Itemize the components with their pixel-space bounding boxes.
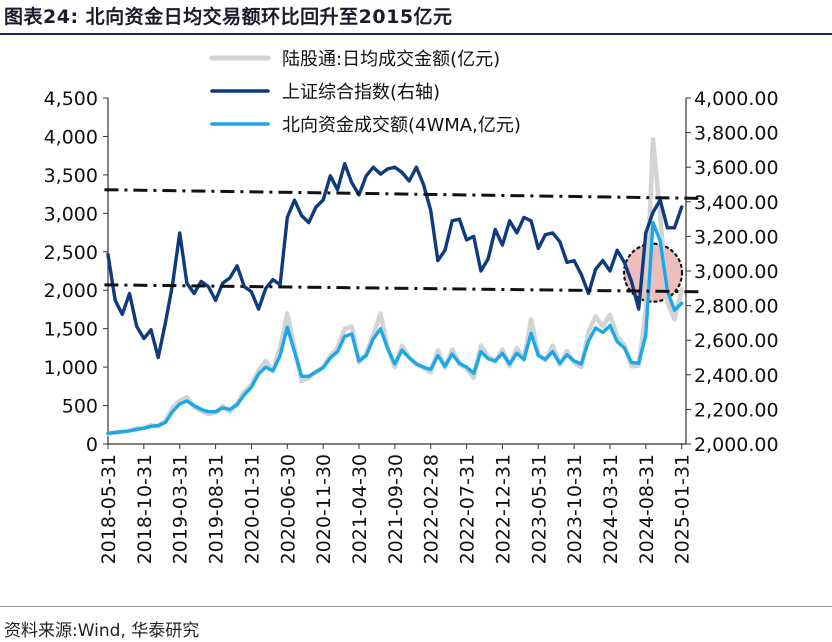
right-tick-label: 3,400.00 bbox=[694, 192, 779, 214]
x-axis: 2018-05-31 2018-10-31 2019-03-31 2019-08-31… bbox=[98, 444, 694, 564]
x-tick-label: 2019-03-31 bbox=[170, 454, 192, 564]
trend-line-2 bbox=[104, 283, 700, 294]
right-tick-label: 2,600.00 bbox=[694, 330, 779, 352]
plot-frame bbox=[107, 98, 687, 445]
left-tick-label: 1,000 bbox=[44, 357, 98, 379]
source-note: 资料来源:Wind, 华泰研究 bbox=[4, 621, 200, 641]
left-tick-label: 3,500 bbox=[44, 165, 98, 187]
x-tick-label: 2020-06-30 bbox=[277, 454, 299, 564]
right-tick-label: 2,800.00 bbox=[694, 296, 779, 318]
right-tick-label: 2,200.00 bbox=[694, 399, 779, 421]
x-tick-label: 2021-09-30 bbox=[385, 454, 407, 564]
right-tick-label: 2,000.00 bbox=[694, 434, 779, 456]
footer-divider bbox=[0, 606, 832, 607]
x-tick-label: 2023-05-31 bbox=[528, 454, 550, 564]
chart: 0 500 1,000 1,500 2,000 2,500 3,000 3,500 4,000 4… bbox=[43, 46, 779, 565]
x-tick-label: 2024-08-31 bbox=[636, 454, 658, 564]
figure-title: 图表24: 北向资金日均交易额环比回升至2015亿元 bbox=[4, 6, 453, 28]
left-tick-label: 500 bbox=[62, 396, 98, 418]
left-tick-label: 2,000 bbox=[44, 280, 98, 302]
right-tick-label: 3,800.00 bbox=[694, 123, 779, 145]
x-tick-label: 2025-01-31 bbox=[672, 454, 694, 564]
right-tick-label: 3,200.00 bbox=[694, 226, 779, 248]
left-axis: 0 500 1,000 1,500 2,000 2,500 3,000 3,500 4,000 4… bbox=[44, 88, 108, 456]
x-tick-label: 2018-10-31 bbox=[134, 454, 156, 564]
highlight-circle bbox=[622, 242, 684, 303]
trend-line-1 bbox=[104, 188, 700, 200]
trend-layer bbox=[104, 188, 700, 294]
x-tick-label: 2023-10-31 bbox=[564, 454, 586, 564]
left-tick-label: 0 bbox=[86, 434, 98, 456]
left-tick-label: 4,000 bbox=[44, 126, 98, 148]
right-tick-label: 3,000.00 bbox=[694, 261, 779, 283]
right-axis: 2,000.00 2,200.00 2,400.00 2,600.00 2,800.00… bbox=[686, 88, 779, 456]
x-tick-label: 2024-03-31 bbox=[600, 454, 622, 564]
x-tick-label: 2018-05-31 bbox=[98, 454, 120, 564]
right-tick-label: 4,000.00 bbox=[694, 88, 779, 110]
left-tick-label: 2,500 bbox=[44, 242, 98, 264]
series-layer bbox=[105, 137, 684, 437]
series-line-2 bbox=[106, 162, 684, 360]
legend: 陆股通:日均成交金额(亿元) 上证综合指数(右轴) 北向资金成交额(4WMA,亿元) bbox=[208, 46, 530, 136]
left-tick-label: 1,500 bbox=[44, 319, 98, 341]
x-tick-label: 2020-11-30 bbox=[313, 454, 335, 564]
x-tick-label: 2019-08-31 bbox=[206, 454, 228, 564]
right-tick-label: 2,400.00 bbox=[694, 365, 779, 387]
x-tick-label: 2020-01-31 bbox=[241, 454, 263, 564]
x-tick-label: 2022-12-31 bbox=[492, 454, 514, 564]
x-tick-label: 2022-07-31 bbox=[457, 454, 479, 564]
legend-label: 陆股通:日均成交金额(亿元) bbox=[282, 49, 500, 70]
x-tick-label: 2022-02-28 bbox=[421, 454, 443, 564]
right-tick-label: 3,600.00 bbox=[694, 157, 779, 179]
x-tick-label: 2021-04-30 bbox=[349, 454, 371, 564]
left-tick-label: 4,500 bbox=[44, 88, 98, 110]
series-line-3 bbox=[106, 220, 684, 435]
highlight-layer bbox=[622, 242, 684, 303]
legend-label: 北向资金成交额(4WMA,亿元) bbox=[282, 115, 521, 136]
left-tick-label: 3,000 bbox=[44, 203, 98, 225]
title-divider bbox=[0, 33, 832, 35]
legend-label: 上证综合指数(右轴) bbox=[282, 82, 440, 103]
